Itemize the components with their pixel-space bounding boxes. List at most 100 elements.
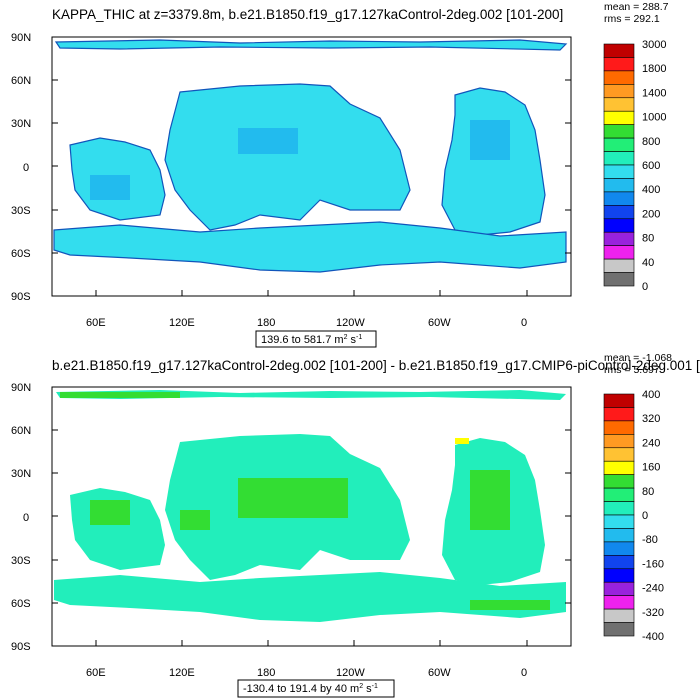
lon-label: 180 [257,667,275,679]
colorbar-swatch [603,137,635,152]
panel-bottom-positive [60,392,550,610]
lat-label: 30S [11,205,31,217]
colorbar-swatch [603,272,635,287]
colorbar-swatch [603,231,635,246]
colorbar-swatch [603,258,635,273]
panel-bottom-title: b.e21.B1850.f19_g17.127kaControl-2deg.00… [52,358,700,373]
panel-bottom-lat-axis: 90N 60N 30N 0 30S 60S 90S [11,382,31,653]
colorbar-label: 400 [642,184,660,196]
colorbar-swatch [603,608,635,623]
colorbar-swatch [603,57,635,72]
colorbar-label: 1000 [642,112,666,124]
panel-top: KAPPA_THIC at z=3379.8m, b.e21.B1850.f19… [11,1,669,348]
colorbar-swatch [603,407,635,422]
colorbar-swatch [603,43,635,58]
colorbar-swatch [603,501,635,516]
lat-label: 90N [11,32,31,44]
colorbar-swatch [603,84,635,99]
panel-bottom-ticks [52,429,571,646]
colorbar-swatch [603,124,635,139]
colorbar-swatch [603,70,635,85]
lat-label: 0 [23,162,29,174]
lon-label: 60E [86,317,106,329]
lat-label: 30S [11,555,31,567]
lon-label: 60E [86,667,106,679]
lat-label: 60S [11,248,31,260]
colorbar-swatch [603,218,635,233]
panel-top-accent [90,120,510,200]
lat-label: 30N [11,468,31,480]
colorbar-swatch [603,434,635,449]
panel-bottom-range-box [237,679,395,698]
colorbar-label: 1800 [642,63,666,75]
colorbar-label: 0 [642,281,648,293]
lat-label: 30N [11,118,31,130]
colorbar-label: 1400 [642,87,666,99]
colorbar-swatch [603,420,635,435]
lon-label: 0 [521,667,527,679]
colorbar-label: 160 [642,462,660,474]
colorbar-label: 240 [642,437,660,449]
colorbar-label: 800 [642,136,660,148]
panel-bottom-rms: rms = 5.697 [604,364,660,376]
colorbar-label: 3000 [642,39,666,51]
colorbar-swatch [603,191,635,206]
panel-top-lon-axis: 60E 120E 180 120W 60W 0 [86,317,527,329]
colorbar-swatch [603,151,635,166]
lon-label: 120W [336,317,365,329]
panel-top-range-box [255,330,377,348]
lat-label: 60N [11,425,31,437]
colorbar-swatch [603,97,635,112]
lat-label: 0 [23,512,29,524]
colorbar-swatch [603,164,635,179]
colorbar-swatch [603,622,635,637]
panel-bottom-ocean [54,390,566,622]
panel-top-mean: mean = 288.7 [604,1,669,13]
colorbar-label: 200 [642,208,660,220]
colorbar-swatch [603,581,635,596]
lat-label: 60S [11,598,31,610]
lon-label: 60W [428,317,451,329]
colorbar-swatch [603,460,635,475]
colorbar-swatch [603,528,635,543]
colorbar-label: -320 [642,607,664,619]
panel-bottom: b.e21.B1850.f19_g17.127kaControl-2deg.00… [11,352,700,698]
colorbar-label: -240 [642,583,664,595]
colorbar-swatch [603,555,635,570]
colorbar-label: 600 [642,160,660,172]
panel-bottom-hotspot [455,438,469,444]
colorbar-label: 80 [642,233,654,245]
colorbar-swatch [603,487,635,502]
panel-top-ticks [52,79,571,296]
panel-top-rms: rms = 292.1 [604,13,660,25]
lon-label: 120E [169,317,195,329]
colorbar-label: -80 [642,534,658,546]
lat-label: 60N [11,75,31,87]
lon-label: 0 [521,317,527,329]
colorbar-swatch [603,595,635,610]
colorbar-swatch [603,393,635,408]
colorbar-label: 0 [642,510,648,522]
panel-bottom-lon-axis: 60E 120E 180 120W 60W 0 [86,667,527,679]
lon-label: 60W [428,667,451,679]
panel-top-range: 139.6 to 581.7 m2 s-1 [261,334,362,346]
lat-label: 90S [11,641,31,653]
colorbar-label: -400 [642,631,664,643]
colorbar-label: 80 [642,486,654,498]
colorbar-label: 400 [642,389,660,401]
panel-top-lat-axis: 90N 60N 30N 0 30S 60S 90S [11,32,31,303]
colorbar-swatch [603,541,635,556]
lon-label: 120W [336,667,365,679]
panel-top-ocean [53,39,568,273]
colorbar-swatch [603,245,635,260]
colorbar-label: 320 [642,413,660,425]
lat-label: 90S [11,291,31,303]
panel-top-title: KAPPA_THIC at z=3379.8m, b.e21.B1850.f19… [52,7,563,22]
panel-bottom-mean: mean = -1.068 [604,352,672,364]
colorbar-label: 40 [642,257,654,269]
colorbar-swatch [603,178,635,193]
lon-label: 120E [169,667,195,679]
colorbar-swatch [603,568,635,583]
